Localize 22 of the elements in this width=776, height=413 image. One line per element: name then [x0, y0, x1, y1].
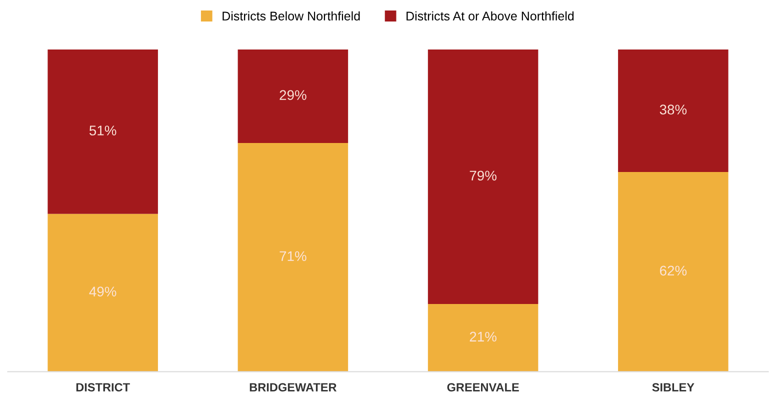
data-label: 71% — [280, 251, 306, 262]
data-label: 79% — [470, 170, 496, 181]
bar — [48, 214, 158, 372]
data-label: 21% — [470, 332, 496, 342]
data-label: 51% — [89, 126, 116, 136]
bar — [238, 50, 348, 143]
bar — [428, 304, 538, 372]
data-label: 38% — [660, 104, 687, 114]
legend-label: Districts At or Above Northfield — [406, 11, 574, 20]
data-label: 49% — [89, 286, 116, 297]
bar — [238, 142, 348, 372]
x-tick-label: GREENVALE — [447, 383, 519, 392]
bar — [428, 50, 538, 304]
x-tick-label: SIBLEY — [652, 383, 694, 392]
bar — [618, 172, 728, 372]
x-tick-label: BRIDGEWATER — [250, 383, 337, 392]
data-label: 62% — [660, 266, 687, 276]
bar — [618, 50, 728, 172]
x-tick-label: DISTRICT — [76, 383, 130, 392]
bar — [48, 50, 158, 214]
data-label: 29% — [280, 90, 306, 100]
legend-label: Districts Below Northfield — [222, 11, 360, 20]
